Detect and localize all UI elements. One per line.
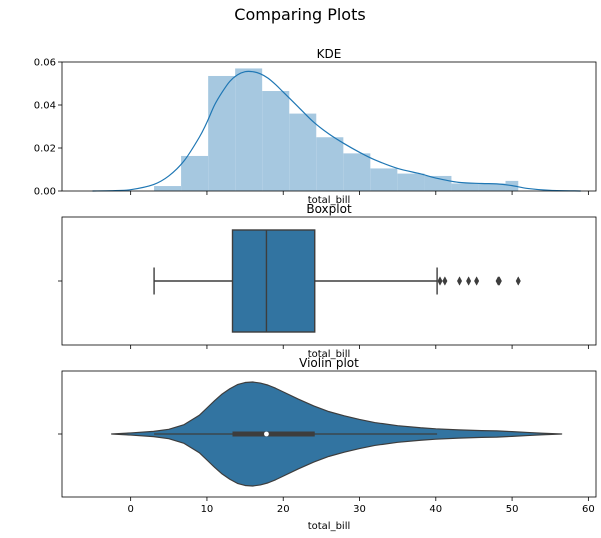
y-tick-label: 0.04	[34, 101, 56, 112]
x-tick-label: 10	[201, 504, 214, 515]
hist-bar	[343, 153, 371, 191]
violin-inner-box	[232, 431, 315, 437]
x-axis-label: total_bill	[308, 521, 351, 532]
box-outlier	[437, 276, 443, 286]
subplot-title: Violin plot	[299, 356, 359, 370]
hist-bar	[262, 91, 290, 191]
box-outlier	[457, 276, 463, 286]
subplot-title: Boxplot	[306, 202, 352, 216]
x-tick-label: 30	[353, 504, 366, 515]
violin-subplot: 0 10 20 30 40 50 60 Violin plot total_bill	[58, 356, 597, 532]
hist-bar	[289, 113, 317, 191]
x-axis-label: total_bill	[308, 349, 351, 360]
hist-bar	[181, 155, 209, 191]
hist-bar	[451, 183, 479, 191]
box-iqr	[231, 229, 316, 333]
x-tick-label: 50	[506, 504, 519, 515]
hist-bar	[154, 186, 182, 191]
x-tick-label: 40	[429, 504, 442, 515]
hist-bar	[235, 68, 263, 191]
subplot-title: KDE	[317, 47, 342, 61]
y-tick-label: 0.06	[34, 58, 56, 69]
box-outlier	[496, 276, 502, 286]
kde-line	[92, 70, 581, 192]
x-axis-label: total_bill	[308, 195, 351, 206]
hist-bar	[370, 168, 398, 191]
box-outlier	[466, 276, 472, 286]
figure-suptitle: Comparing Plots	[234, 5, 365, 24]
boxplot-subplot: Boxplot total_bill	[58, 202, 597, 360]
violin-median	[264, 431, 269, 437]
y-tick-label: 0.02	[34, 144, 56, 155]
hist-bar	[478, 183, 506, 191]
hist-bar	[208, 75, 236, 191]
box-outlier	[515, 276, 521, 286]
x-tick-label: 20	[277, 504, 290, 515]
box-outlier	[442, 276, 448, 286]
hist-bar	[316, 137, 344, 191]
x-tick-label: 0	[127, 504, 133, 515]
x-tick-label: 60	[582, 504, 595, 515]
y-tick-label: 0.00	[34, 187, 56, 198]
axes-frame	[61, 370, 597, 498]
kde-subplot: 0.00 0.02 0.04 0.06 KDE total_bill	[34, 47, 597, 206]
hist-bar	[397, 173, 425, 191]
axes-frame	[61, 216, 597, 346]
axes-frame	[61, 61, 597, 192]
box-outlier	[474, 276, 480, 286]
